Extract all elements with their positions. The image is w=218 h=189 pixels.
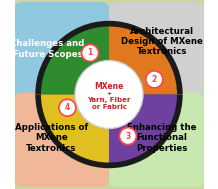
Circle shape — [119, 128, 136, 145]
Wedge shape — [109, 21, 183, 94]
Text: 4: 4 — [65, 103, 70, 112]
Text: Yarn, Fiber
or Fabric: Yarn, Fiber or Fabric — [87, 98, 131, 110]
Text: Enhancing the
Functional
Properties: Enhancing the Functional Properties — [127, 123, 197, 153]
Wedge shape — [109, 26, 177, 94]
FancyBboxPatch shape — [109, 2, 203, 104]
Circle shape — [59, 99, 76, 116]
Text: Applications of
MXene
Textronics: Applications of MXene Textronics — [15, 123, 88, 153]
Text: 1: 1 — [87, 48, 93, 57]
Text: 3: 3 — [125, 132, 131, 141]
FancyBboxPatch shape — [11, 0, 207, 189]
FancyBboxPatch shape — [15, 2, 109, 104]
Text: MXene: MXene — [94, 82, 124, 91]
Wedge shape — [35, 94, 109, 168]
Wedge shape — [41, 94, 109, 163]
Text: Challenges and
Future Scopes: Challenges and Future Scopes — [10, 40, 85, 59]
FancyBboxPatch shape — [15, 93, 109, 187]
Wedge shape — [35, 21, 109, 94]
Circle shape — [75, 60, 143, 129]
Wedge shape — [41, 26, 109, 94]
Circle shape — [82, 44, 99, 61]
FancyBboxPatch shape — [109, 93, 203, 187]
Text: +: + — [106, 91, 112, 96]
Wedge shape — [109, 94, 177, 163]
Wedge shape — [109, 94, 183, 168]
Text: Architectural
Design of MXene
Textronics: Architectural Design of MXene Textronics — [121, 27, 203, 57]
Text: 2: 2 — [152, 75, 157, 84]
Circle shape — [146, 71, 163, 88]
